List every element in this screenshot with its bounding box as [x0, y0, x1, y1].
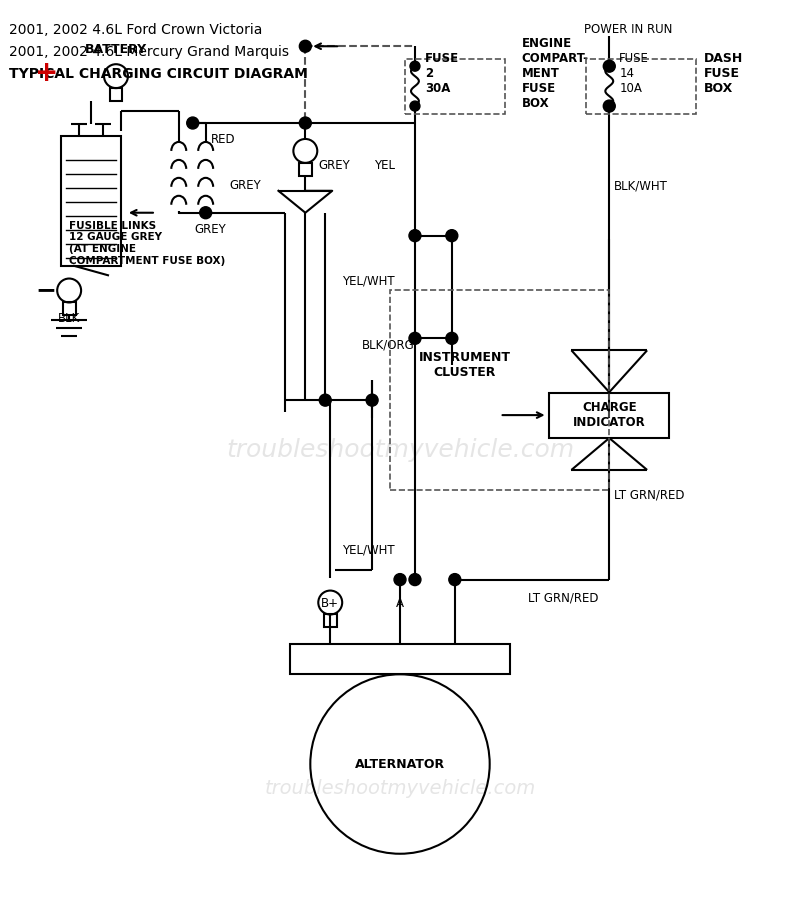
Text: A: A [396, 597, 404, 609]
Bar [550, 392, 669, 437]
Circle shape [200, 207, 212, 219]
Circle shape [409, 230, 421, 241]
Text: FUSE
14
10A: FUSE 14 10A [619, 51, 649, 94]
Text: DASH
FUSE
BOX: DASH FUSE BOX [704, 51, 743, 94]
Text: GREY: GREY [194, 222, 226, 236]
Circle shape [366, 394, 378, 406]
Bar [290, 644, 510, 674]
Text: GREY: GREY [318, 159, 350, 173]
Bar [405, 58, 505, 113]
Text: BATTERY: BATTERY [85, 43, 147, 56]
Text: LT GRN/RED: LT GRN/RED [527, 591, 598, 605]
Text: −: − [36, 278, 57, 302]
Text: LT GRN/RED: LT GRN/RED [614, 489, 685, 501]
Text: RED: RED [210, 133, 235, 146]
Circle shape [410, 61, 420, 71]
Circle shape [603, 60, 615, 72]
Text: BLK/WHT: BLK/WHT [614, 179, 668, 193]
Text: BLK/ORG: BLK/ORG [362, 338, 415, 352]
Text: YEL: YEL [374, 159, 395, 173]
Circle shape [409, 332, 421, 345]
Circle shape [409, 573, 421, 586]
Circle shape [410, 101, 420, 111]
Text: ENGINE
COMPART-
MENT
FUSE
BOX: ENGINE COMPART- MENT FUSE BOX [522, 37, 589, 110]
Bar [324, 615, 337, 627]
Text: INSTRUMENT
CLUSTER: INSTRUMENT CLUSTER [418, 351, 510, 379]
Bar [390, 291, 610, 490]
Bar [61, 136, 121, 266]
Text: BLK: BLK [58, 312, 80, 326]
Circle shape [604, 101, 614, 111]
Text: troubleshootmyvehicle.com: troubleshootmyvehicle.com [264, 779, 536, 798]
Text: troubleshootmyvehicle.com: troubleshootmyvehicle.com [226, 438, 574, 462]
Text: +: + [34, 59, 58, 87]
Text: YEL/WHT: YEL/WHT [342, 274, 395, 287]
Circle shape [603, 100, 615, 112]
Text: FUSE
2
30A: FUSE 2 30A [425, 51, 459, 94]
Text: 2001, 2002 4.6L Mercury Grand Marquis: 2001, 2002 4.6L Mercury Grand Marquis [10, 45, 290, 59]
Text: ALTERNATOR: ALTERNATOR [355, 758, 445, 770]
Bar [62, 302, 76, 315]
Text: B+: B+ [322, 597, 339, 609]
Circle shape [604, 61, 614, 71]
Text: FUSIBLE LINKS
12 GAUGE GREY
(AT ENGINE
COMPARTMENT FUSE BOX): FUSIBLE LINKS 12 GAUGE GREY (AT ENGINE C… [69, 220, 226, 266]
Text: CHARGE
INDICATOR: CHARGE INDICATOR [573, 401, 646, 429]
Text: I: I [453, 597, 457, 609]
Bar [299, 163, 312, 176]
Text: GREY: GREY [230, 179, 262, 193]
Circle shape [446, 230, 458, 241]
Circle shape [299, 117, 311, 129]
Circle shape [319, 394, 331, 406]
Text: 2001, 2002 4.6L Ford Crown Victoria: 2001, 2002 4.6L Ford Crown Victoria [10, 23, 262, 37]
Bar [110, 88, 122, 101]
Text: TYPICAL CHARGING CIRCUIT DIAGRAM: TYPICAL CHARGING CIRCUIT DIAGRAM [10, 68, 308, 81]
Circle shape [394, 573, 406, 586]
Circle shape [186, 117, 198, 129]
Text: POWER IN RUN: POWER IN RUN [584, 22, 673, 36]
Circle shape [446, 332, 458, 345]
Circle shape [299, 40, 311, 52]
Circle shape [449, 573, 461, 586]
Text: YEL/WHT: YEL/WHT [342, 544, 395, 556]
Bar [586, 58, 696, 113]
